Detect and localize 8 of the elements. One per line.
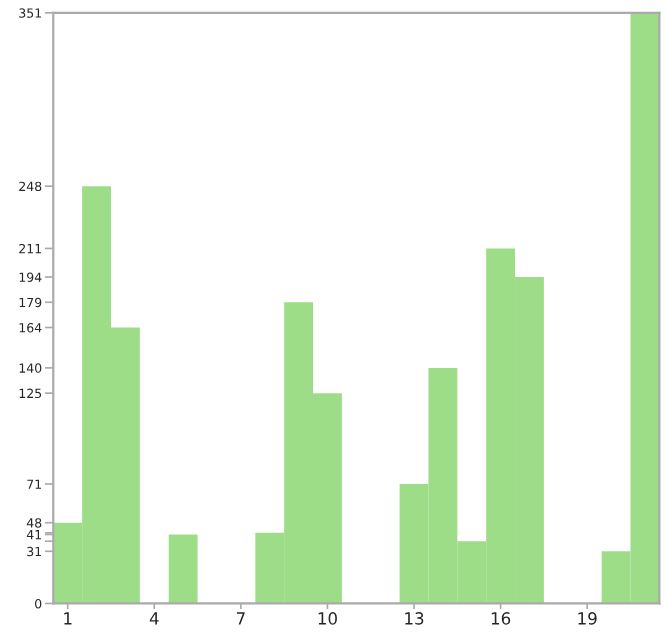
x-tick-label: 13 [405,612,424,625]
x-tick-label: 7 [236,612,245,625]
bar [168,534,198,604]
x-tick-label: 16 [491,612,511,625]
x-tick-label: 4 [149,612,159,625]
x-tick-label: 19 [578,612,597,625]
x-tick-label: 1 [64,612,72,625]
x-tick-label: 10 [318,612,337,625]
